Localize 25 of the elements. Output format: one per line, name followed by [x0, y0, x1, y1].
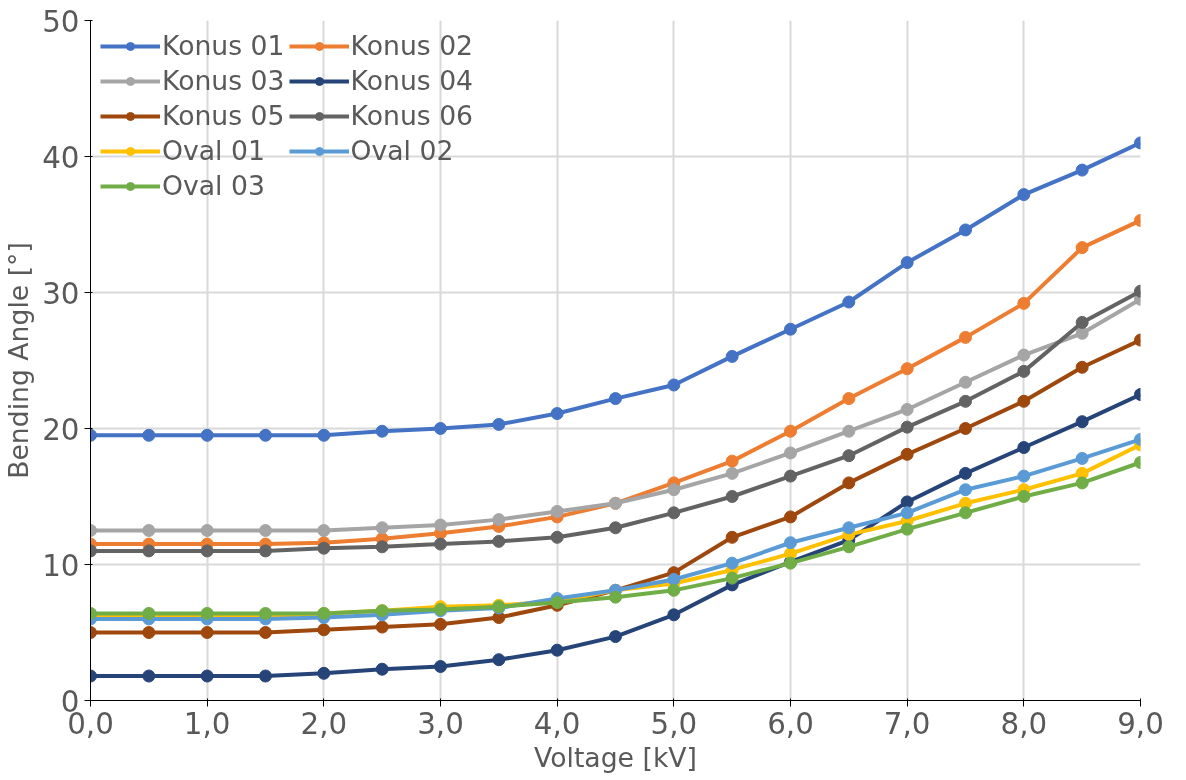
x-tick-label: 3,0 [417, 706, 464, 741]
y-tick-label: 50 [42, 4, 80, 39]
legend-label: Oval 02 [350, 135, 454, 166]
x-tick-label: 6,0 [767, 706, 814, 741]
x-axis-title: Voltage [kV] [534, 741, 697, 773]
legend-label: Konus 04 [350, 65, 474, 96]
legend-label: Oval 03 [162, 170, 265, 201]
x-tick-label: 5,0 [650, 706, 698, 741]
x-tick-label: 4,0 [533, 706, 581, 741]
legend-label: Konus 02 [350, 30, 474, 61]
legend-label: Konus 05 [162, 100, 285, 131]
x-tick-label: 2,0 [300, 706, 348, 741]
y-tick-label: 30 [42, 276, 80, 311]
x-tick-label: 9,0 [1117, 706, 1164, 741]
x-tick-label: 8,0 [1000, 706, 1048, 741]
y-axis-title: Bending Angle [°] [3, 242, 35, 479]
legend-label: Konus 06 [350, 100, 474, 131]
legend-label: Konus 03 [162, 65, 285, 96]
y-tick-label: 10 [42, 548, 80, 583]
y-tick-label: 40 [42, 140, 80, 175]
x-tick-label: 1,0 [183, 706, 231, 741]
legend-label: Konus 01 [162, 30, 285, 61]
x-tick-label: 7,0 [883, 706, 931, 741]
y-tick-label: 20 [42, 412, 80, 447]
legend-label: Oval 01 [162, 135, 265, 166]
